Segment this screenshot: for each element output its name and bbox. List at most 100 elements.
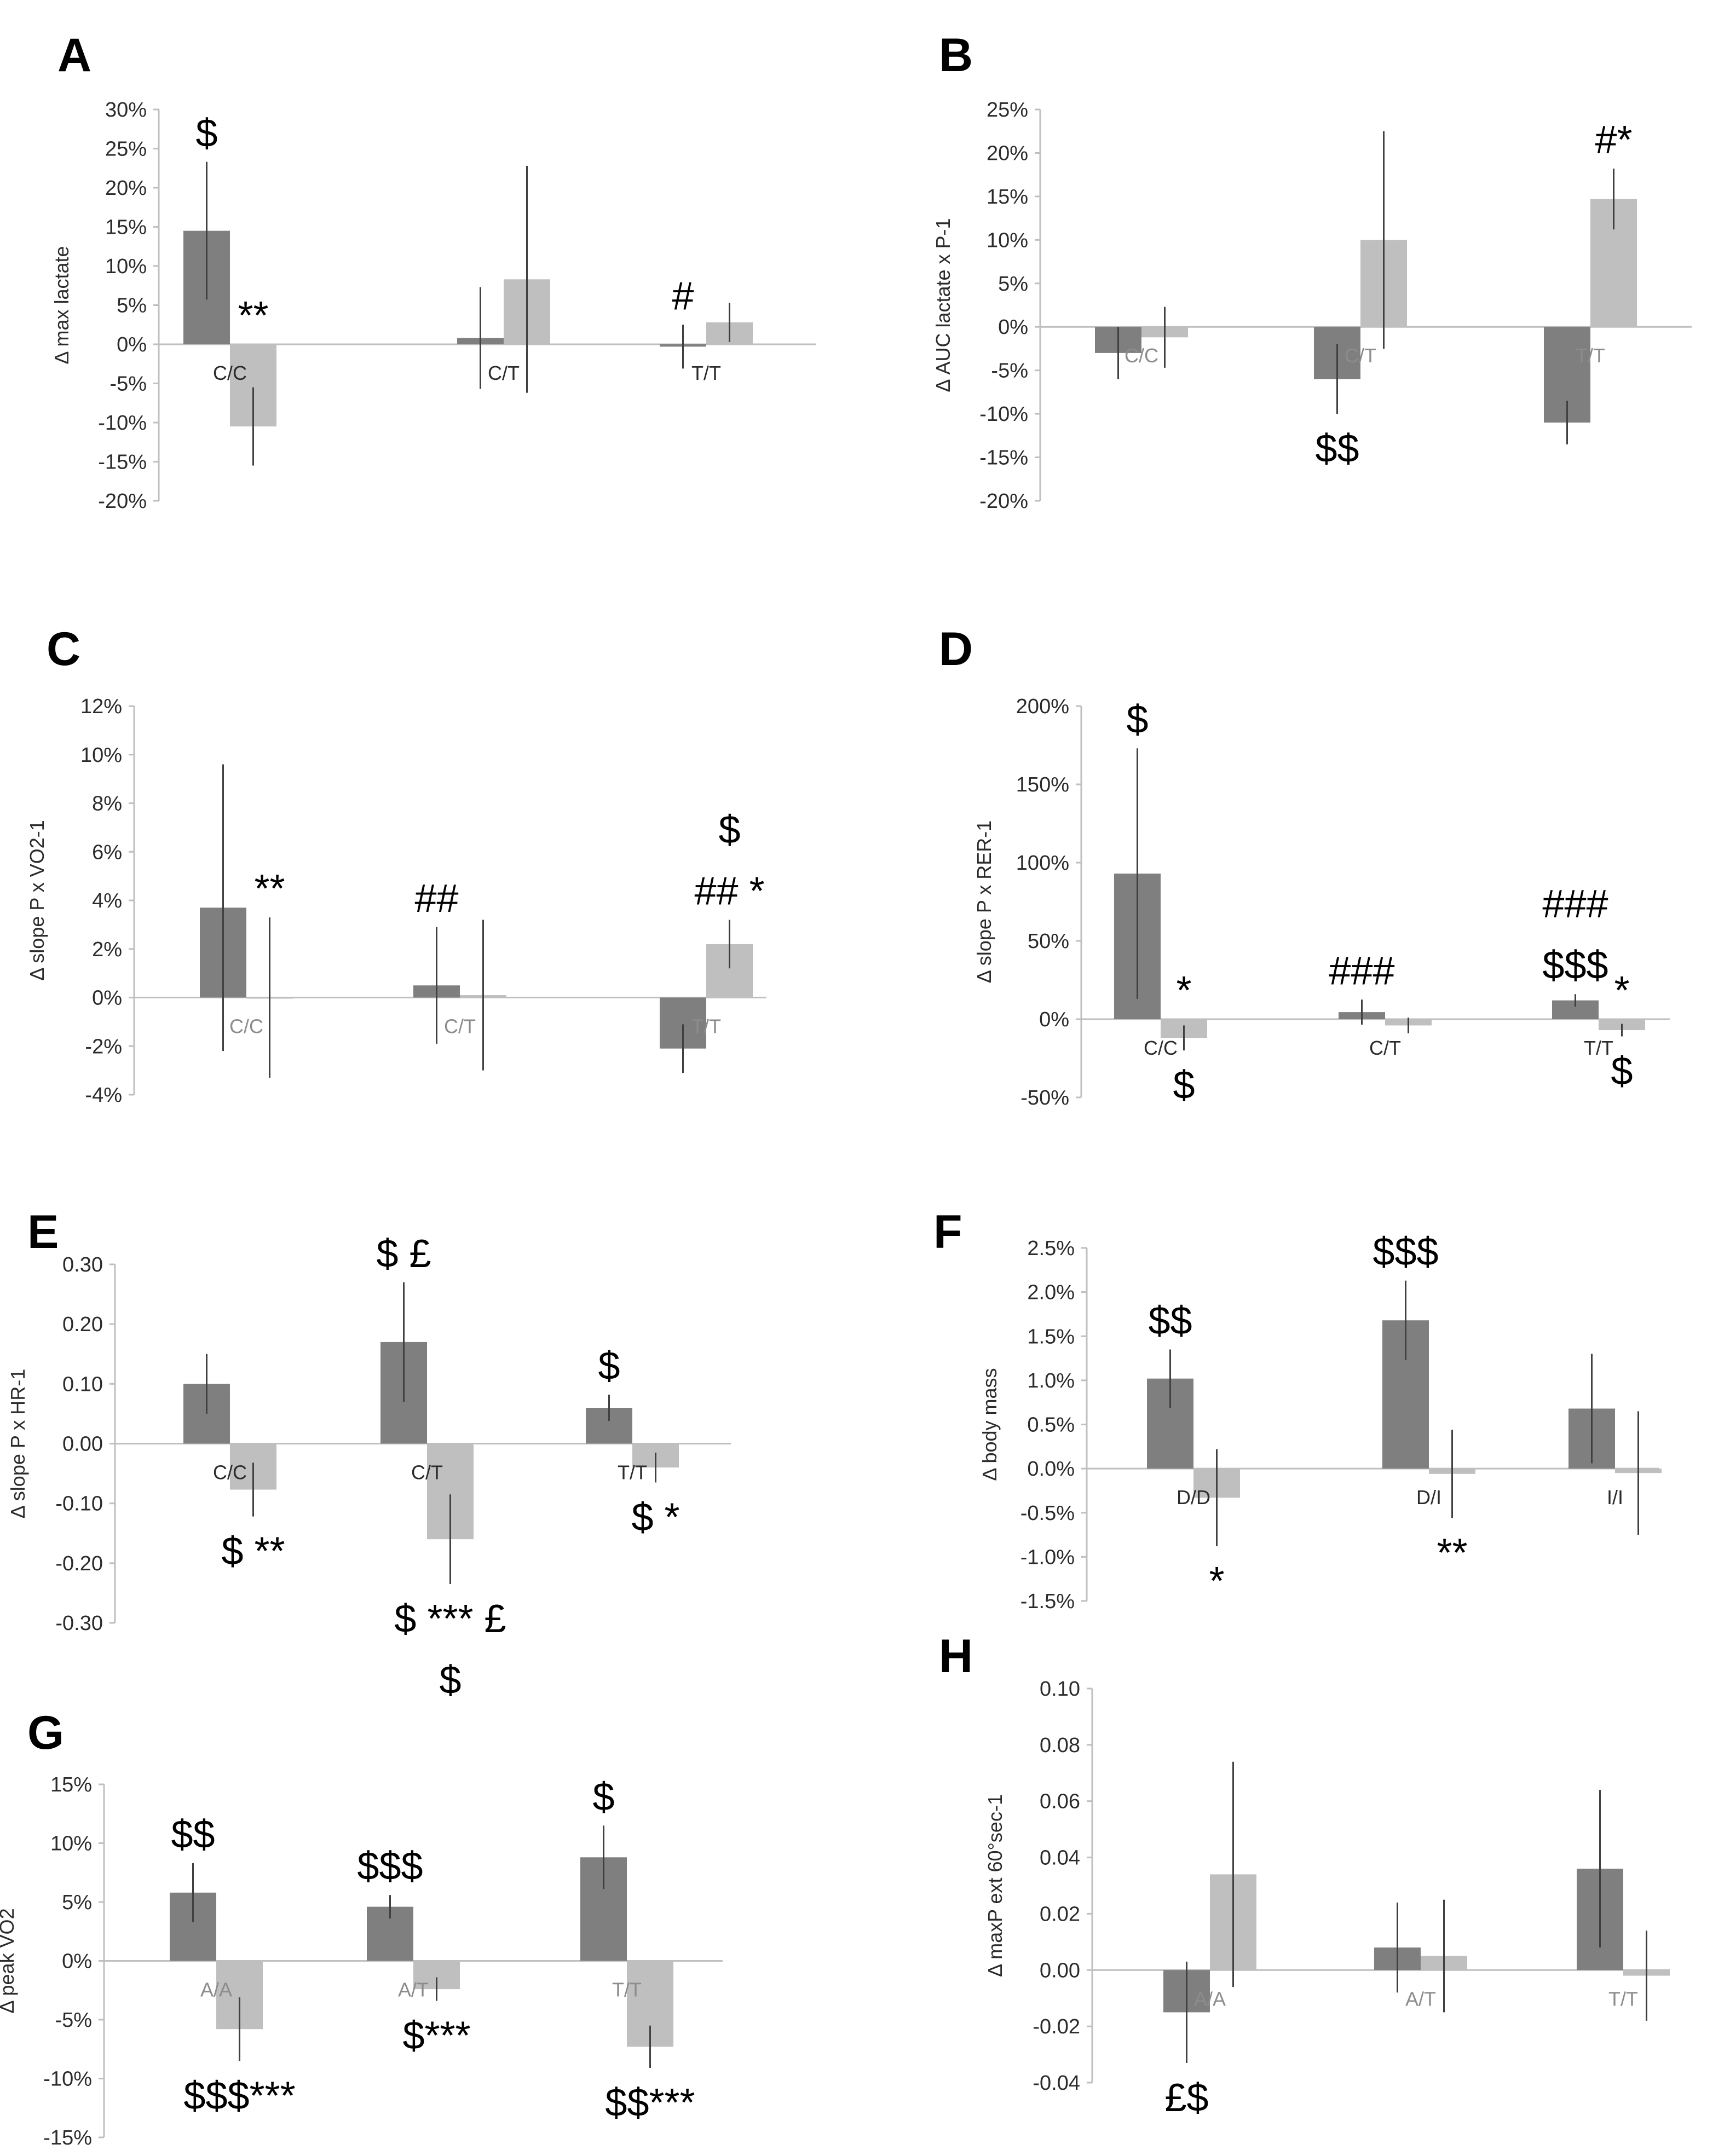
y-axis-label: Δ slope P x RER-1 [973,820,995,984]
y-tick-label: -5% [991,360,1028,383]
category-label: C/C [213,1461,247,1484]
significance-marker: $$$*** [183,2074,295,2118]
panel-letter: E [27,1206,59,1258]
y-tick-label: 10% [80,744,122,767]
y-tick-label: 15% [105,216,147,239]
y-tick-label: 20% [105,177,147,200]
y-tick-label: 25% [105,138,147,161]
panel-a: A -20% -15% -10% -5% 0% 5% 10% 15% 20% 25% 30% Δ max… [50,29,816,513]
significance-marker: $ *** £ [394,1597,506,1641]
y-tick-label: 0.5% [1027,1414,1075,1437]
category-label: T/T [618,1461,647,1484]
panel-h: H -0.04 -0.02 0.00 0.02 0.04 0.06 0.08 0.10 Δ max… [939,1630,1670,2120]
significance-marker: * [1176,969,1191,1013]
y-tick-label: 12% [80,695,122,718]
category-label: C/C [1144,1037,1178,1059]
significance-marker: $ ** [221,1530,285,1574]
y-tick-label: 30% [105,99,147,122]
y-tick-label: -15% [43,2126,92,2149]
panel-e: E -0.30 -0.20 -0.10 0.00 0.10 0.20 0.30 Δ slope … [7,1206,731,1702]
significance-marker: $ £ [376,1232,431,1276]
significance-marker: $ [195,112,217,155]
significance-marker: $ [598,1344,620,1388]
y-tick-label: 5% [117,294,147,317]
panel-letter: D [939,623,973,675]
significance-marker: $$ [1148,1299,1192,1343]
significance-marker: $ [439,1658,461,1702]
y-tick-label: -15% [979,447,1028,470]
significance-marker: ## [414,877,458,921]
significance-marker: ** [254,867,285,911]
significance-marker: $*** [402,2014,470,2058]
y-tick-label: -4% [85,1084,122,1107]
category-label: A/T [1405,1987,1436,2010]
significance-marker: $ [718,808,740,852]
y-tick-label: -20% [98,490,147,513]
category-label: T/T [1576,344,1605,367]
significance-marker: $$*** [605,2081,695,2125]
category-label: D/I [1416,1486,1441,1508]
category-label: C/T [411,1461,443,1484]
significance-marker: $ [1611,1049,1633,1093]
y-tick-label: -0.30 [55,1612,103,1635]
y-tick-label: 5% [62,1891,92,1914]
y-tick-label: 0.20 [62,1313,103,1336]
y-tick-label: 1.0% [1027,1369,1075,1392]
y-tick-label: -5% [55,2009,92,2032]
category-label: T/T [691,1015,721,1038]
y-axis-label: Δ max lactate [50,246,73,364]
significance-marker: * [1614,969,1629,1013]
significance-marker: ** [1437,1531,1467,1575]
panel-letter: F [933,1206,962,1258]
y-tick-label: 0.00 [1040,1959,1080,1982]
panel-b: B -20% -15% -10% -5% 0% 5% 10% 15% 20% 25% Δ AUC la… [932,29,1692,513]
y-tick-label: 0.30 [62,1253,103,1276]
y-tick-label: 0% [117,333,147,356]
panel-c: C -4% -2% 0% 2% 4% 6% 8% 10% 12% Δ slope P x VO2-1… [26,623,766,1107]
significance-marker: £$ [1164,2076,1208,2120]
y-tick-label: 0.04 [1040,1847,1080,1870]
y-axis-label: Δ peak VO2 [0,1908,18,2013]
y-tick-label: 200% [1016,695,1069,718]
significance-marker: ### [1329,949,1394,993]
significance-marker: $ [592,1775,614,1819]
panel-letter: A [57,29,91,82]
category-label: T/T [612,1979,642,2001]
y-tick-label: 10% [987,229,1028,252]
category-label: A/A [200,1979,232,2001]
category-label: T/T [1608,1987,1638,2010]
y-tick-label: -10% [43,2068,92,2091]
significance-marker: ## * [694,870,764,914]
significance-marker: $ [1126,698,1148,742]
y-tick-label: -15% [98,451,147,474]
y-tick-label: 0% [998,316,1028,339]
panel-letter: C [47,623,80,675]
y-tick-label: 20% [987,142,1028,165]
y-axis-label: Δ slope P x VO2-1 [26,820,48,981]
y-tick-label: 100% [1016,852,1069,875]
significance-marker: #* [1595,118,1632,162]
category-label: C/T [444,1015,476,1038]
category-label: D/D [1177,1486,1210,1508]
significance-marker: * [1209,1559,1224,1603]
panel-letter: B [939,29,973,82]
category-label: C/C [229,1015,263,1038]
y-tick-label: 15% [50,1773,92,1796]
category-label: A/A [1194,1987,1226,2010]
panel-g: G -15% -10% -5% 0% 5% 10% 15% Δ peak VO2 A/A A/T T/… [0,1707,723,2149]
y-tick-label: -50% [1020,1086,1069,1109]
y-tick-label: 8% [92,793,122,816]
y-tick-label: 10% [105,255,147,278]
y-tick-label: 5% [998,273,1028,296]
y-tick-label: 150% [1016,773,1069,796]
y-tick-label: -0.20 [55,1552,103,1575]
y-tick-label: 2.5% [1027,1237,1075,1260]
y-axis-label: Δ AUC lactate x P-1 [932,218,954,392]
significance-marker: $$$ [1373,1230,1438,1274]
significance-marker: ** [238,294,268,338]
y-tick-label: 10% [50,1833,92,1856]
significance-marker: $$ [171,1813,215,1857]
significance-marker: $ [1173,1063,1195,1107]
panel-f: F -1.5% -1.0% -0.5% 0.0% 0.5% 1.0% 1.5% 2.0% 2.5%… [933,1206,1662,1613]
y-tick-label: -1.5% [1020,1590,1075,1613]
